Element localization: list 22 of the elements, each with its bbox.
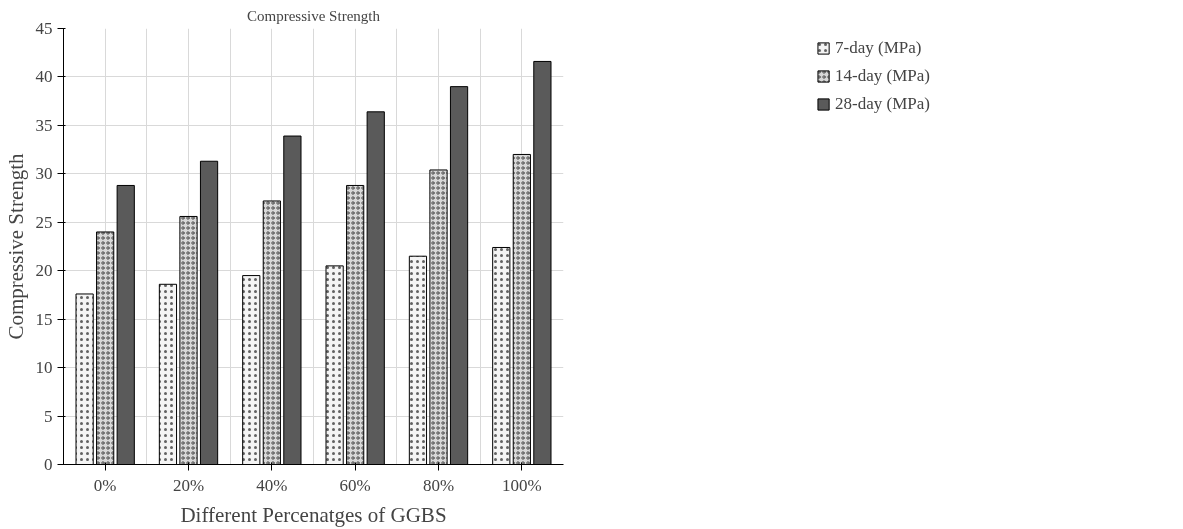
x-tick-label: 0%: [93, 475, 117, 495]
y-tick-label: 40: [35, 67, 53, 87]
y-tick-label: 45: [35, 19, 53, 38]
y-tick-label: 30: [35, 164, 53, 184]
x-tick-label: 80%: [422, 475, 455, 495]
legend-label: 7-day (MPa): [835, 38, 922, 58]
x-tick-label: 60%: [339, 475, 371, 495]
y-tick-label: 35: [35, 115, 53, 135]
y-tick-label: 25: [35, 212, 53, 232]
chart-title: Compressive Strength: [247, 7, 381, 24]
y-tick-label: 20: [35, 261, 53, 281]
y-tick-label: 15: [35, 309, 53, 329]
y-axis-title: Compressive Strength: [3, 152, 28, 340]
y-tick-label: 0: [44, 455, 53, 474]
x-tick-label: 100%: [502, 475, 542, 495]
y-tick-label: 5: [44, 406, 53, 426]
x-axis-title: Different Percenatges of GGBS: [180, 502, 447, 527]
legend-label: 14-day (MPa): [835, 66, 930, 86]
legend-label: 28-day (MPa): [835, 94, 930, 114]
x-tick-label: 40%: [256, 475, 288, 495]
y-tick-label: 10: [35, 358, 53, 378]
x-tick-label: 20%: [172, 475, 205, 495]
